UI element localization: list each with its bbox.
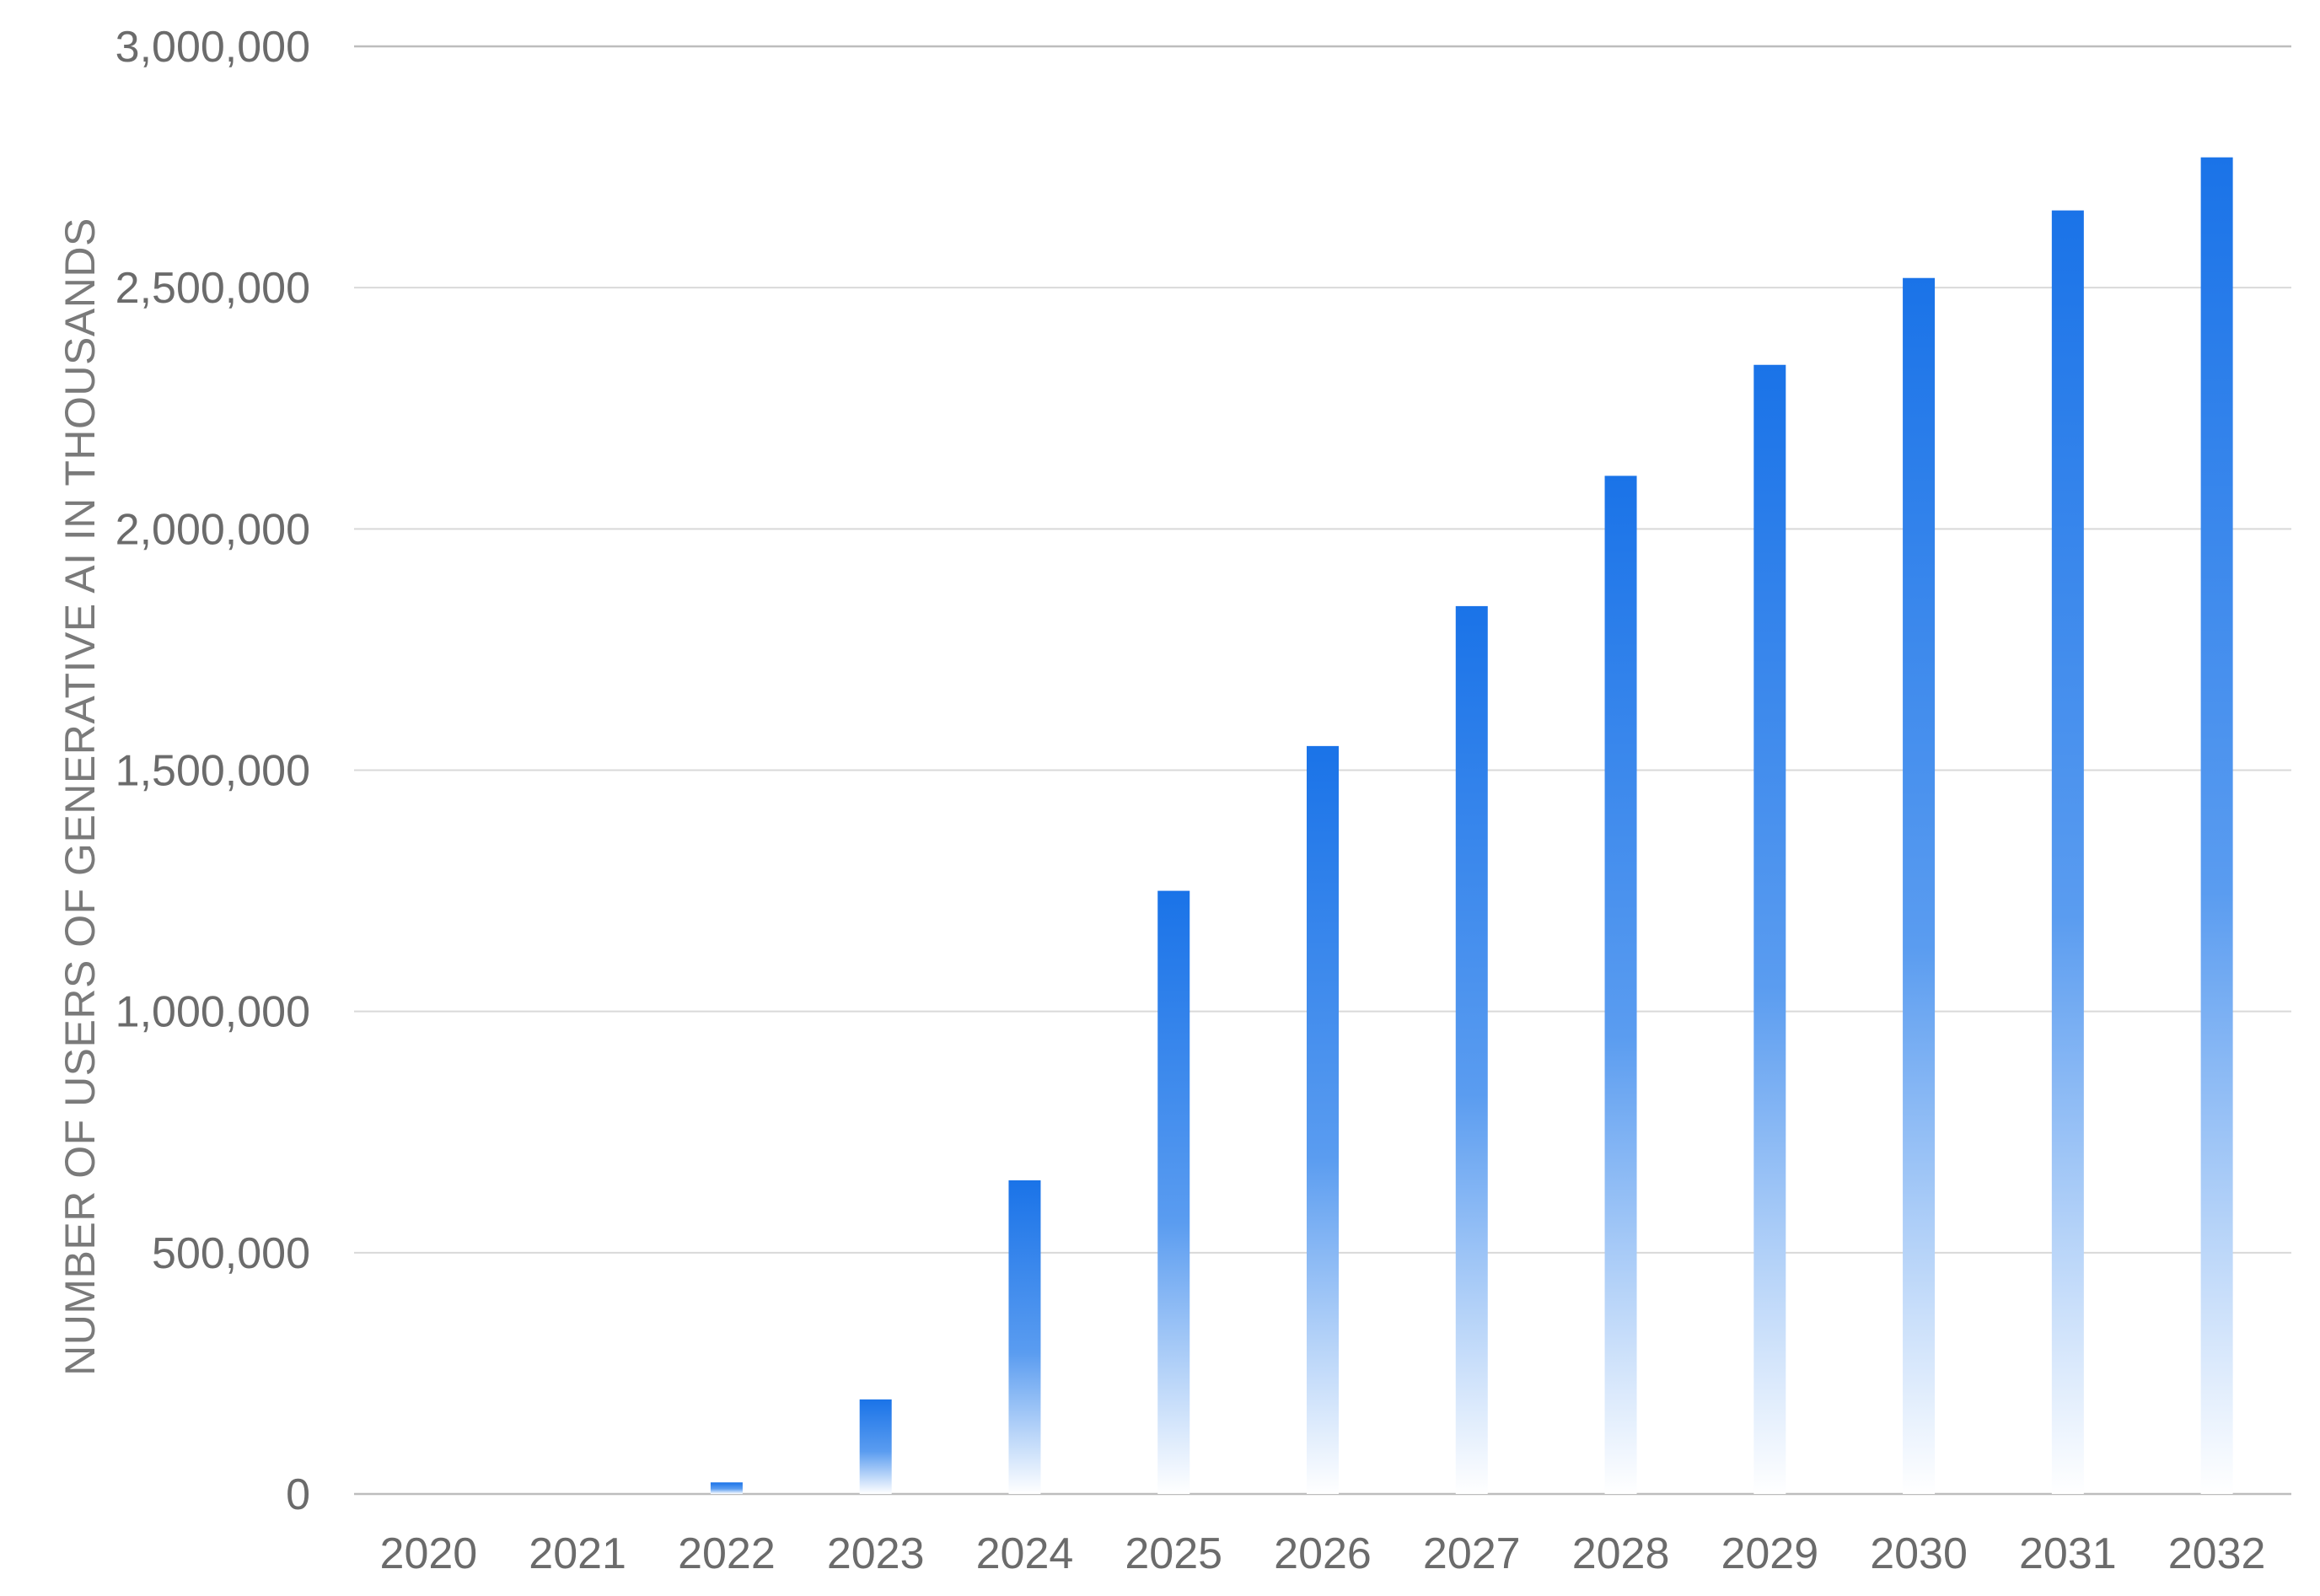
bar-2030 xyxy=(1903,277,1936,1495)
gridlines xyxy=(354,45,2291,1496)
x-tick-label: 2027 xyxy=(1423,1529,1521,1578)
y-axis-ticks: 0 500,000 1,000,000 1,500,000 2,000,000 2,500… xyxy=(115,23,310,1519)
x-tick-label: 2024 xyxy=(976,1529,1074,1578)
x-tick-label: 2026 xyxy=(1274,1529,1372,1578)
bars xyxy=(710,157,2233,1495)
bar-2024 xyxy=(1008,1180,1041,1494)
x-tick-label: 2028 xyxy=(1572,1529,1670,1578)
bar-2026 xyxy=(1307,745,1339,1494)
y-axis-label: NUMBER OF USERS OF GENERATIVE AI IN THOU… xyxy=(56,218,104,1376)
x-tick-label: 2029 xyxy=(1721,1529,1818,1578)
bar-2028 xyxy=(1604,476,1637,1494)
x-tick-label: 2022 xyxy=(678,1529,776,1578)
bar-2029 xyxy=(1753,364,1786,1494)
x-tick-label: 2031 xyxy=(2019,1529,2117,1578)
x-tick-label: 2023 xyxy=(827,1529,925,1578)
y-tick-label: 0 xyxy=(286,1470,310,1519)
bar-2025 xyxy=(1157,890,1190,1494)
y-tick-label: 2,500,000 xyxy=(115,264,310,313)
y-tick-label: 3,000,000 xyxy=(115,23,310,72)
x-tick-label: 2032 xyxy=(2168,1529,2266,1578)
x-tick-label: 2020 xyxy=(380,1529,478,1578)
bar-2022 xyxy=(710,1482,743,1494)
bar-2031 xyxy=(2051,210,2084,1494)
y-tick-label: 2,000,000 xyxy=(115,505,310,554)
x-tick-label: 2021 xyxy=(529,1529,626,1578)
x-tick-label: 2030 xyxy=(1870,1529,1968,1578)
bar-2023 xyxy=(859,1399,892,1494)
x-axis-ticks: 2020 2021 2022 2023 2024 2025 2026 2027 2028 2029… xyxy=(380,1529,2266,1578)
bar-2027 xyxy=(1455,605,1488,1494)
x-tick-label: 2025 xyxy=(1125,1529,1222,1578)
y-tick-label: 1,500,000 xyxy=(115,747,310,796)
y-tick-label: 500,000 xyxy=(152,1229,310,1278)
bar-2032 xyxy=(2200,157,2233,1494)
y-tick-label: 1,000,000 xyxy=(115,988,310,1037)
